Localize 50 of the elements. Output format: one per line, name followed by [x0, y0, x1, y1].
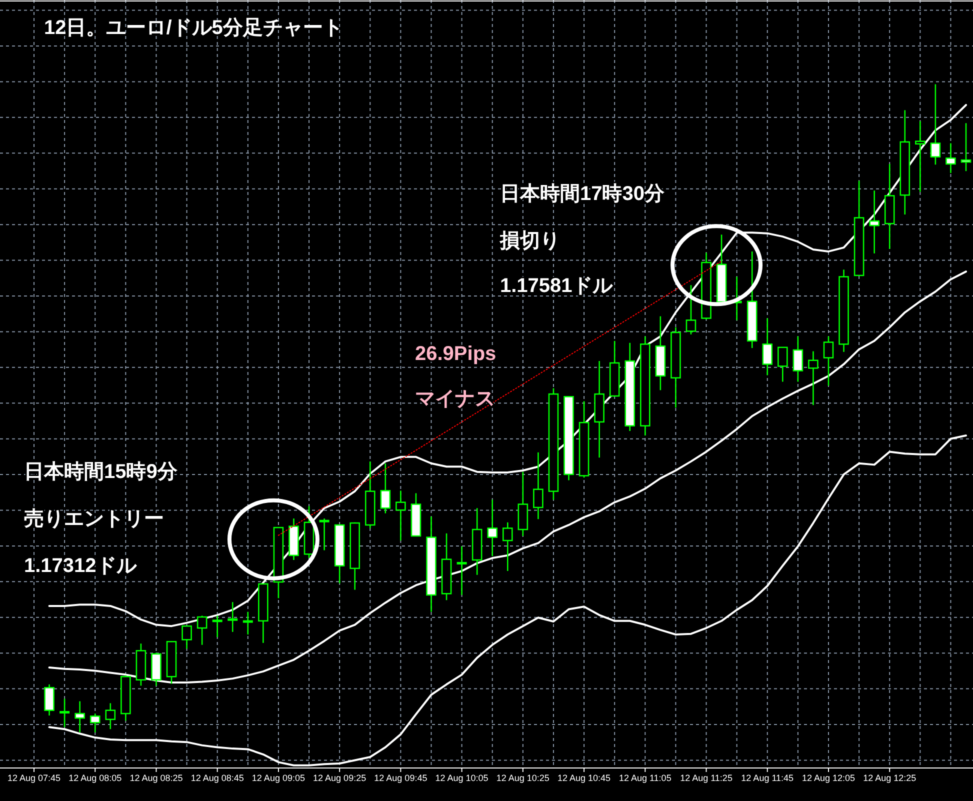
candlestick — [792, 336, 804, 382]
candlestick — [502, 522, 513, 572]
candlestick — [946, 142, 956, 174]
candlestick — [319, 518, 330, 551]
x-tick-label: 12 Aug 10:25 — [496, 773, 550, 783]
x-tick-label: 12 Aug 09:05 — [252, 773, 305, 783]
annotation: マイナス — [415, 388, 495, 410]
x-tick-label: 12 Aug 08:05 — [68, 773, 122, 783]
candlestick — [487, 499, 498, 557]
x-tick-label: 12 Aug 09:25 — [313, 773, 366, 783]
candlestick — [196, 615, 208, 646]
x-tick-label: 12 Aug 11:05 — [618, 773, 672, 783]
candlestick — [242, 611, 253, 636]
annotation: 日本時間15時9分 — [24, 461, 178, 483]
candlestick — [60, 698, 70, 728]
x-tick-label: 12 Aug 11:45 — [741, 773, 794, 783]
candlestick — [396, 490, 406, 542]
candlestick — [74, 700, 85, 734]
x-tick-label: 12 Aug 11:25 — [680, 773, 732, 783]
annotation: 26.9Pips — [415, 343, 496, 365]
candlestick — [686, 284, 696, 336]
candlestick — [533, 452, 544, 520]
x-tick-label: 12 Aug 12:05 — [802, 773, 856, 783]
candlestick — [778, 346, 788, 382]
candlestick — [915, 120, 926, 192]
x-tick-label: 12 Aug 12:25 — [863, 773, 916, 783]
x-tick-label: 12 Aug 09:45 — [374, 773, 428, 783]
annotation: 1.17312ドル — [24, 555, 136, 577]
candlestick — [212, 615, 222, 638]
annotation: 日本時間17時30分 — [500, 183, 664, 205]
candlestick — [762, 318, 773, 376]
x-tick-label: 12 Aug 08:25 — [130, 773, 183, 783]
candlestick — [823, 336, 834, 386]
candlestick — [105, 702, 116, 730]
annotation: 1.17581ドル — [500, 275, 612, 297]
candlestick — [44, 684, 54, 716]
candlestick — [869, 190, 880, 254]
x-tick-label: 12 Aug 10:45 — [558, 773, 611, 783]
candlestick — [90, 712, 100, 734]
candlestick — [456, 546, 467, 596]
candlestick — [228, 601, 238, 633]
x-tick-label: 12 Aug 07:45 — [7, 773, 61, 783]
title: 12日。ユーロ/ドル5分足チャート — [44, 17, 343, 39]
candlestick — [808, 350, 818, 406]
annotation: 損切り — [500, 230, 560, 252]
x-tick-label: 12 Aug 08:45 — [190, 773, 244, 783]
candlestick — [960, 122, 972, 172]
candlestick — [182, 625, 192, 650]
candlestick — [380, 462, 391, 514]
x-tick-label: 12 Aug 10:05 — [435, 773, 488, 783]
